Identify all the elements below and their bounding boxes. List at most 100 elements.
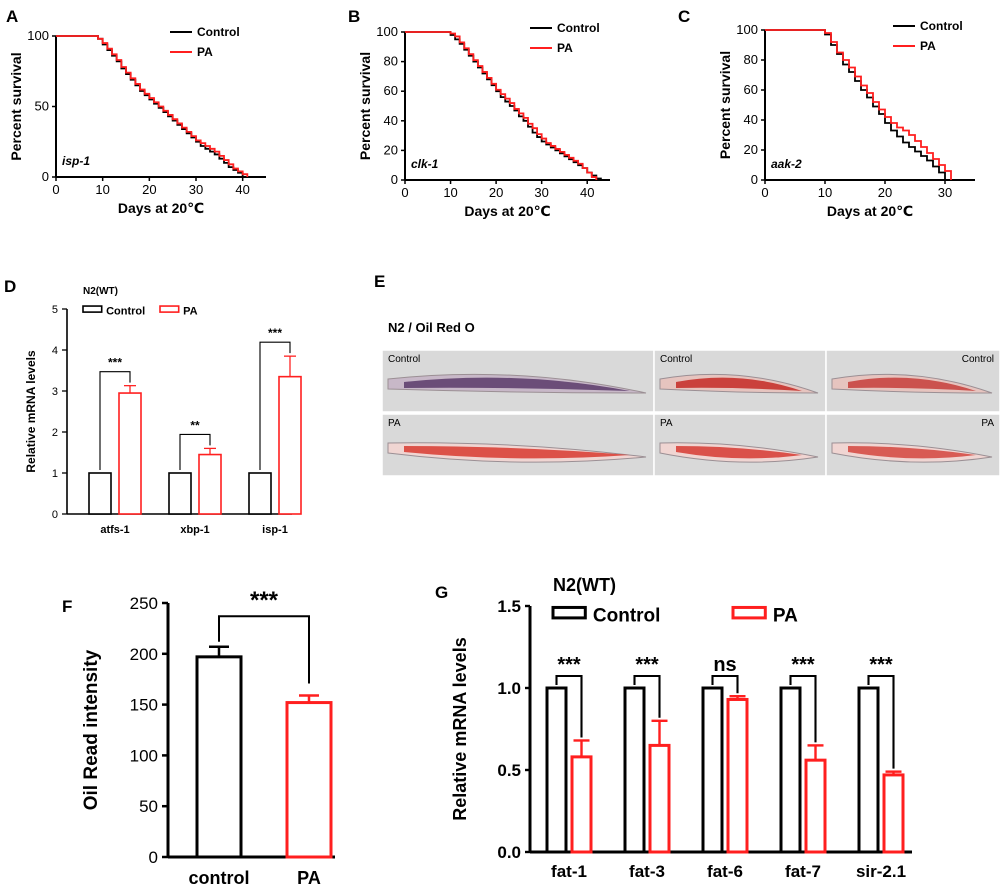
bar-pa <box>285 701 333 859</box>
significance-label: ** <box>190 418 200 432</box>
x-tick-label: 10 <box>818 185 832 200</box>
x-tick-label: 30 <box>938 185 952 200</box>
lipid-stain-region <box>848 446 976 459</box>
x-tick-label: 30 <box>534 185 548 200</box>
y-tick-label: 0 <box>52 509 58 521</box>
legend-label-pa: PA <box>197 45 213 59</box>
survival-curve-pa <box>765 29 952 180</box>
y-axis-title: Relative mRNA levels <box>24 350 38 473</box>
micrograph-label-control: Control <box>660 354 692 365</box>
survival-curve-pa <box>405 31 598 180</box>
bar-control-fat-7 <box>779 686 802 854</box>
significance-label: *** <box>108 356 122 370</box>
y-axis-title: Percent survival <box>717 51 733 159</box>
x-tick-label: 40 <box>580 185 594 200</box>
y-tick-label: 50 <box>139 797 158 816</box>
y-tick-label: 60 <box>744 82 758 97</box>
y-axis-title: Relative mRNA levels <box>450 637 470 820</box>
y-tick-label: 100 <box>376 24 398 39</box>
y-tick-label: 0 <box>751 172 758 187</box>
panel-label-c: C <box>678 7 690 26</box>
y-tick-label: 0.0 <box>497 843 521 862</box>
strain-annotation: isp-1 <box>62 154 90 168</box>
bar-pa-sir-2.1 <box>882 773 905 854</box>
y-tick-label: 0 <box>42 169 49 184</box>
x-axis-title: Days at 20℃ <box>464 203 550 219</box>
panel-e-oil-red-o-images: N2 / Oil Red O Control Control Control PA PA… <box>381 320 1001 477</box>
legend-swatch-pa <box>731 605 767 620</box>
lipid-stain-region <box>404 446 630 459</box>
significance-label: *** <box>869 654 893 676</box>
y-tick-label: 0 <box>149 848 158 867</box>
y-tick-label: 1.0 <box>497 679 521 698</box>
legend-label-control: Control <box>197 25 240 39</box>
y-tick-label: 20 <box>744 142 758 157</box>
legend-label-pa: PA <box>183 305 198 317</box>
x-axis-title: Days at 20℃ <box>118 200 204 216</box>
panel-f-bar-chart: 0 50 100 150 200 250 Oil Read intensity control… <box>81 587 335 888</box>
x-tick-label: 10 <box>95 182 109 197</box>
category-label: sir-2.1 <box>856 862 906 881</box>
y-tick-label: 100 <box>27 28 49 43</box>
y-axis-title: Percent survival <box>357 52 373 160</box>
lipid-stain-region <box>676 446 802 459</box>
significance-label: *** <box>250 587 279 614</box>
x-tick-label: 20 <box>878 185 892 200</box>
group-title: N2(WT) <box>553 575 616 595</box>
y-tick-label: 1 <box>52 468 58 480</box>
x-axis-title: Days at 20℃ <box>827 203 913 219</box>
micrograph-label-control: Control <box>388 354 420 365</box>
y-tick-label: 0 <box>391 172 398 187</box>
lipid-stain-region <box>848 377 976 391</box>
bar-control-fat-3 <box>623 686 646 854</box>
y-axis-title: Percent survival <box>8 52 24 160</box>
legend-label-control: Control <box>557 21 600 35</box>
panel-b-survival-chart: 0 10 20 30 40 0 20 40 60 80 100 Days at 20℃ Percent … <box>357 21 610 219</box>
lipid-stain-region <box>676 377 802 391</box>
y-tick-label: 100 <box>736 22 758 37</box>
y-tick-label: 250 <box>130 594 158 613</box>
legend-label-control: Control <box>593 606 661 627</box>
significance-bracket <box>555 674 583 738</box>
bar-control-isp-1 <box>248 472 272 515</box>
strain-annotation: clk-1 <box>411 157 439 171</box>
significance-bracket <box>633 674 661 718</box>
x-tick-label: 30 <box>189 182 203 197</box>
category-label: xbp-1 <box>180 524 209 536</box>
bar-control-fat-6 <box>701 686 724 854</box>
bar-pa-atfs-1 <box>118 392 142 515</box>
panel-e-title: N2 / Oil Red O <box>388 320 475 335</box>
panel-g-bar-chart: 0.0 0.5 1.0 1.5 Relative mRNA levels *** fat-1… <box>450 575 912 881</box>
category-label: PA <box>297 868 321 888</box>
legend-label-control: Control <box>920 19 963 33</box>
y-tick-label: 200 <box>130 645 158 664</box>
survival-curve-pa <box>56 35 249 177</box>
category-label: control <box>189 868 250 888</box>
micrograph-label-pa: PA <box>660 418 673 429</box>
micrograph-label-control: Control <box>962 354 994 365</box>
panel-label-a: A <box>6 7 18 26</box>
micrograph-label-pa: PA <box>981 418 994 429</box>
y-tick-label: 20 <box>384 142 398 157</box>
significance-label: *** <box>635 654 659 676</box>
bar-control-xbp-1 <box>168 472 192 515</box>
legend-label-control: Control <box>106 305 145 317</box>
significance-bracket <box>259 341 291 470</box>
x-tick-label: 20 <box>142 182 156 197</box>
y-tick-label: 2 <box>52 427 58 439</box>
lipid-stain-region <box>404 377 630 391</box>
legend-label-pa: PA <box>557 41 573 55</box>
category-label: fat-1 <box>551 862 587 881</box>
bar-pa-fat-7 <box>804 758 827 854</box>
micrograph-label-pa: PA <box>388 418 401 429</box>
legend-swatch-pa <box>159 305 180 313</box>
legend-swatch-control <box>82 305 103 313</box>
panel-label-d: D <box>4 277 16 296</box>
category-label: fat-6 <box>707 862 743 881</box>
survival-curve-control <box>765 29 946 180</box>
y-tick-label: 5 <box>52 304 58 316</box>
x-tick-label: 40 <box>235 182 249 197</box>
category-label: fat-7 <box>785 862 821 881</box>
bar-pa-fat-3 <box>648 743 671 854</box>
bar-control-fat-1 <box>545 686 568 854</box>
